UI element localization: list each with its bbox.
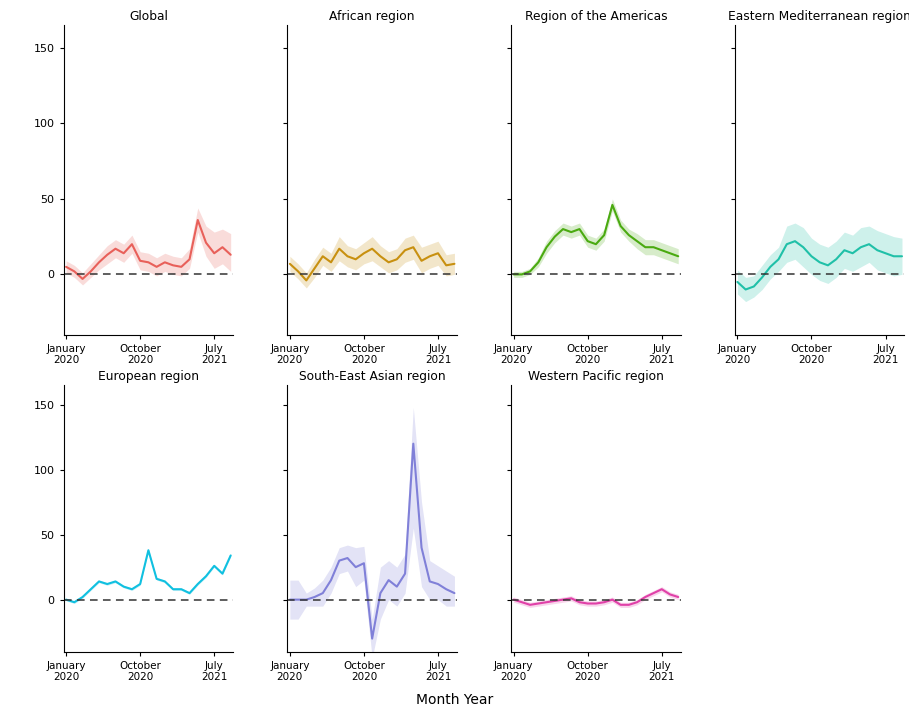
Title: African region: African region	[329, 9, 415, 22]
Title: Global: Global	[129, 9, 168, 22]
Text: Month Year: Month Year	[416, 693, 493, 707]
Title: South-East Asian region: South-East Asian region	[299, 369, 445, 382]
Title: European region: European region	[98, 369, 199, 382]
Title: Region of the Americas: Region of the Americas	[524, 9, 667, 22]
Title: Eastern Mediterranean region: Eastern Mediterranean region	[728, 9, 909, 22]
Title: Western Pacific region: Western Pacific region	[528, 369, 664, 382]
